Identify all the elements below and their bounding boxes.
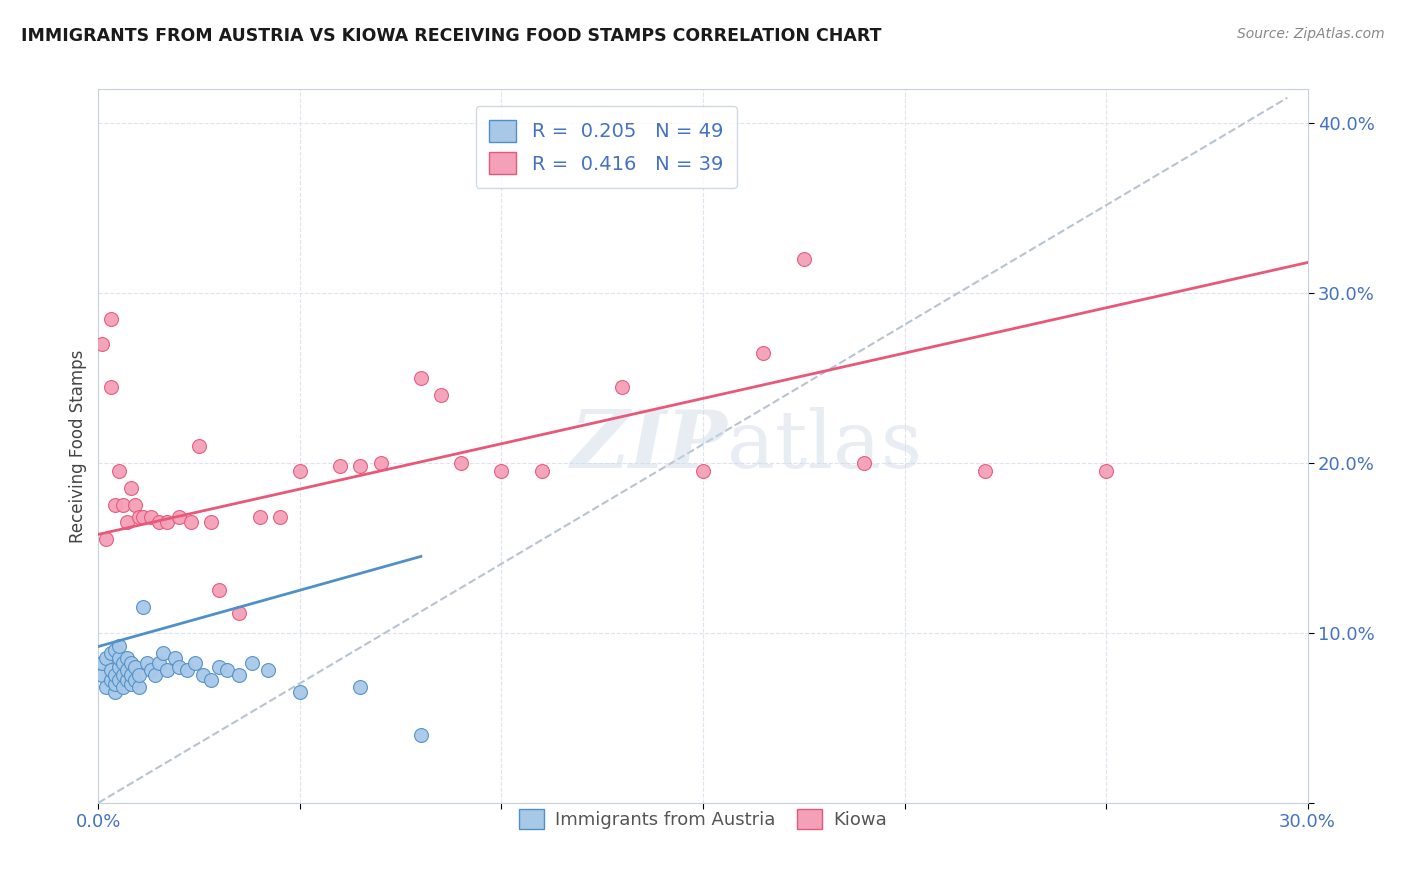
Point (176, 663, 198, 677)
Point (96, 651, 118, 665)
Point (107, 660, 129, 674)
Point (107, 640, 129, 654)
Point (107, 673, 129, 688)
Point (188, 439, 211, 453)
Point (124, 673, 146, 688)
Point (120, 668, 142, 682)
Point (269, 510, 291, 524)
Point (156, 663, 179, 677)
Point (1095, 465, 1118, 479)
Point (148, 516, 170, 530)
Point (132, 600, 155, 615)
Point (450, 456, 472, 470)
Point (208, 660, 231, 674)
Text: IMMIGRANTS FROM AUSTRIA VS KIOWA RECEIVING FOOD STAMPS CORRELATION CHART: IMMIGRANTS FROM AUSTRIA VS KIOWA RECEIVI… (21, 27, 882, 45)
Point (370, 456, 392, 470)
Point (111, 499, 134, 513)
Point (329, 459, 352, 474)
Point (184, 657, 207, 671)
Point (200, 516, 222, 530)
Point (491, 465, 513, 479)
Point (115, 651, 138, 665)
Legend: Immigrants from Austria, Kiowa: Immigrants from Austria, Kiowa (512, 801, 894, 837)
Text: Source: ZipAtlas.com: Source: ZipAtlas.com (1237, 27, 1385, 41)
Point (752, 345, 775, 359)
Point (115, 673, 138, 688)
Point (111, 680, 134, 694)
Point (143, 668, 166, 682)
Point (167, 660, 190, 674)
Point (974, 465, 997, 479)
Point (692, 465, 714, 479)
Point (228, 606, 250, 620)
Point (120, 657, 142, 671)
Point (103, 643, 125, 657)
Point (96, 533, 118, 547)
Point (180, 516, 202, 530)
Point (409, 728, 432, 742)
Point (217, 663, 239, 677)
Point (91, 668, 114, 682)
Point (240, 657, 263, 671)
Point (167, 510, 190, 524)
Point (128, 680, 150, 694)
Point (91, 657, 114, 671)
Point (530, 465, 553, 479)
Point (793, 252, 815, 266)
Point (103, 677, 125, 691)
Point (208, 583, 231, 598)
Point (349, 459, 371, 474)
Point (152, 646, 174, 660)
Point (409, 371, 432, 385)
Point (256, 663, 278, 677)
Point (111, 657, 134, 671)
Point (249, 510, 271, 524)
Point (100, 379, 122, 393)
Point (96, 680, 118, 694)
Point (124, 660, 146, 674)
Y-axis label: Receiving Food Stamps: Receiving Food Stamps (69, 350, 87, 542)
Point (228, 668, 250, 682)
Point (100, 646, 122, 660)
Point (111, 668, 134, 682)
Point (148, 657, 170, 671)
Point (288, 465, 311, 479)
Point (132, 510, 155, 524)
Point (612, 379, 634, 393)
Point (156, 516, 179, 530)
Point (107, 465, 129, 479)
Point (100, 663, 122, 677)
Point (103, 668, 125, 682)
Point (200, 673, 222, 688)
Point (139, 663, 162, 677)
Text: ZIP: ZIP (571, 408, 727, 484)
Point (120, 482, 142, 496)
Point (430, 388, 453, 402)
Point (853, 456, 876, 470)
Point (124, 499, 146, 513)
Point (139, 510, 162, 524)
Point (115, 663, 138, 677)
Text: atlas: atlas (727, 407, 922, 485)
Point (103, 499, 125, 513)
Point (163, 651, 186, 665)
Point (103, 685, 125, 699)
Point (115, 516, 138, 530)
Point (100, 673, 122, 688)
Point (91, 337, 114, 351)
Point (128, 668, 150, 682)
Point (288, 685, 311, 699)
Point (120, 677, 142, 691)
Point (100, 311, 122, 326)
Point (349, 680, 371, 694)
Point (107, 651, 129, 665)
Point (193, 668, 215, 682)
Point (135, 657, 157, 671)
Point (128, 510, 150, 524)
